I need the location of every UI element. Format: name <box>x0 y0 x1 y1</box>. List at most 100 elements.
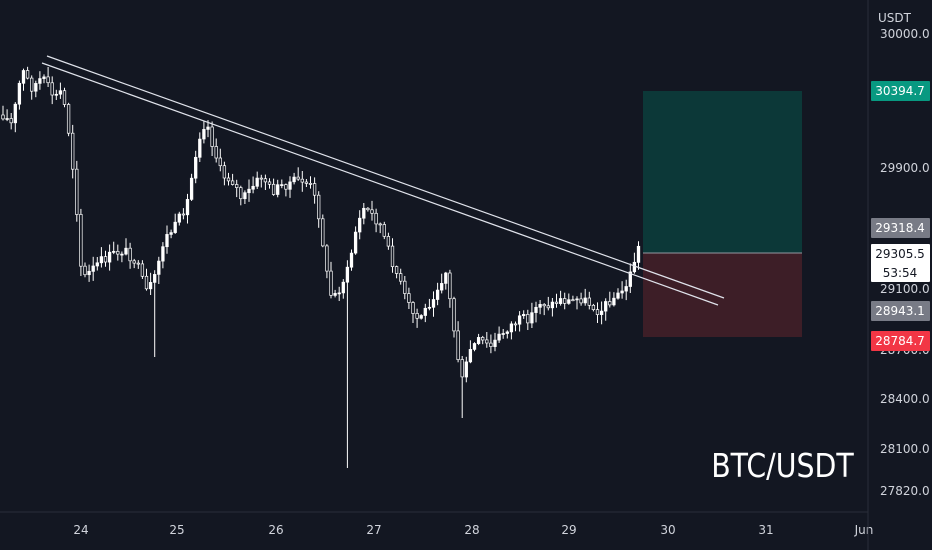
candle-body <box>300 178 304 183</box>
candle-body <box>251 185 255 190</box>
candle-body <box>34 83 38 92</box>
candle-body <box>345 266 350 283</box>
candle-body <box>440 283 444 291</box>
x-tick-label: 27 <box>366 523 381 537</box>
y-tick-label: 30000.0 <box>880 27 930 41</box>
candle-body <box>435 289 440 300</box>
candle-body <box>604 301 608 312</box>
candle-body <box>427 306 432 309</box>
candle-body <box>140 263 145 277</box>
candle-body <box>485 339 489 344</box>
candle-body <box>411 302 415 314</box>
candle-body <box>271 183 276 195</box>
candle-body <box>632 261 637 273</box>
candle-body <box>284 184 288 190</box>
candle-body <box>513 323 518 326</box>
candle-body <box>5 118 9 120</box>
candle-body <box>509 323 514 333</box>
candle-body <box>1 114 5 120</box>
candle-body <box>337 292 341 295</box>
candle-body <box>587 297 591 306</box>
x-tick-label: 31 <box>758 523 773 537</box>
candle-body <box>423 307 427 316</box>
candle-body <box>501 333 505 335</box>
price-tag-entry-low <box>871 301 930 321</box>
candle-body <box>472 343 477 350</box>
candle-body <box>563 298 567 304</box>
candle-body <box>522 314 526 317</box>
candle-body <box>616 292 620 299</box>
candle-body <box>235 184 239 188</box>
candle-body <box>99 256 104 264</box>
candle-body <box>46 76 50 84</box>
candle-body <box>128 247 132 262</box>
trendline-lower[interactable] <box>41 62 719 306</box>
candle-body <box>189 177 194 200</box>
candle-body <box>263 178 268 183</box>
candles <box>1 66 641 468</box>
x-axis-ticks: 24 25 26 27 28 29 30 31 Jun <box>73 523 873 537</box>
candle-body <box>276 184 280 195</box>
candle-body <box>333 293 337 296</box>
candle-body <box>210 126 214 147</box>
candle-body <box>415 313 419 319</box>
candle-body <box>79 214 83 267</box>
y-tick-label: 28100.0 <box>880 442 930 456</box>
candle-body <box>370 209 374 214</box>
candle-body <box>75 168 79 215</box>
trendline-upper[interactable] <box>46 55 725 299</box>
candle-body <box>136 262 140 265</box>
y-tick-label: 27820.0 <box>880 484 930 498</box>
candle-body <box>575 298 579 301</box>
candle-body <box>517 315 522 325</box>
profit-zone[interactable] <box>643 91 802 253</box>
candle-body <box>329 270 333 296</box>
price-tag-previous-close <box>871 218 930 238</box>
candle-body <box>38 78 42 84</box>
candle-body <box>83 265 87 276</box>
candle-body <box>571 299 575 302</box>
y-axis-label: USDT <box>878 11 912 25</box>
candle-body <box>91 265 95 272</box>
candle-body <box>583 297 587 304</box>
candle-body <box>444 272 448 284</box>
candle-body <box>481 337 485 341</box>
candle-body <box>169 232 173 235</box>
candle-body <box>456 330 460 360</box>
candle-body <box>103 256 108 263</box>
candle-body <box>448 272 452 300</box>
candle-body <box>120 253 124 256</box>
candle-body <box>280 184 284 186</box>
candle-body <box>624 286 628 292</box>
candle-body <box>579 298 583 304</box>
price-tag-label: 28943.1 <box>875 304 925 318</box>
candle-body <box>374 212 378 225</box>
price-tag-last-price <box>871 244 930 282</box>
candle-body <box>599 310 604 315</box>
candle-body <box>390 245 395 267</box>
x-tick-label: Jun <box>854 523 874 537</box>
candle-body <box>255 177 259 187</box>
x-tick-label: 26 <box>268 523 283 537</box>
candle-body <box>112 251 116 253</box>
candle-body <box>226 177 231 182</box>
candle-body <box>259 177 263 180</box>
candle-body <box>153 274 157 283</box>
candle-body <box>95 262 99 267</box>
candle-body <box>107 251 112 263</box>
candle-body <box>218 157 222 167</box>
candle-body <box>546 305 550 309</box>
candle-body <box>554 301 559 304</box>
candle-body <box>116 251 120 255</box>
candle-body <box>358 217 362 233</box>
candle-body <box>165 234 169 248</box>
candle-body <box>87 270 91 276</box>
loss-zone[interactable] <box>643 253 802 337</box>
y-axis-ticks: 30000.029900.029100.028700.028400.028100… <box>880 27 930 498</box>
candle-body <box>394 266 399 274</box>
candle-body <box>530 312 534 324</box>
candle-body <box>382 224 386 237</box>
candle-body <box>198 138 202 158</box>
price-tags: 30394.7 29318.4 29305.5 53:54 28943.1 28784.7 <box>871 81 930 351</box>
